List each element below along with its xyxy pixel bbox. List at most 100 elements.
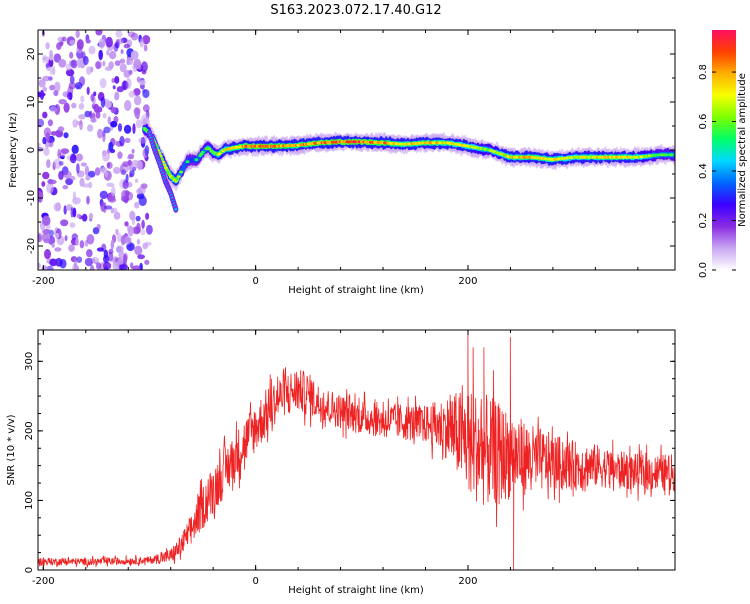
- noise-cell: [38, 234, 42, 243]
- noise-cell: [96, 262, 102, 270]
- x-tick-label: -200: [32, 276, 55, 287]
- noise-cell: [69, 75, 75, 84]
- noise-cell: [88, 212, 94, 220]
- noise-cell: [65, 68, 75, 77]
- noise-cell: [64, 235, 68, 242]
- noise-cell: [110, 207, 115, 214]
- noise-cell: [112, 85, 116, 90]
- noise-cell: [96, 247, 104, 252]
- snr-panel: -200 0 200 0 100 200 300 Height of straight li…: [6, 329, 676, 596]
- noise-cell: [71, 144, 79, 154]
- noise-cell: [115, 228, 119, 235]
- noise-cell: [94, 167, 101, 176]
- noise-cell: [42, 136, 47, 145]
- noise-cell: [127, 153, 135, 160]
- ridge-core-cell: [175, 177, 180, 181]
- noise-cell: [95, 111, 101, 119]
- noise-cell: [42, 56, 51, 61]
- noise-cell: [96, 223, 101, 230]
- spectrogram-ticks: -200 0 200 -20 -10 0 10 20: [26, 29, 675, 287]
- spectrogram-xlabel: Height of straight line (km): [288, 285, 424, 296]
- noise-cell: [102, 151, 110, 162]
- noise-cell: [54, 257, 63, 267]
- x-tick-label: -200: [32, 576, 55, 587]
- y-tick-label: 200: [24, 421, 35, 440]
- noise-cell: [75, 153, 84, 162]
- noise-cell: [53, 53, 62, 63]
- figure-title: S163.2023.072.17.40.G12: [270, 3, 441, 18]
- noise-cell: [70, 207, 74, 218]
- noise-cell: [46, 182, 54, 194]
- y-tick-label: 0: [26, 147, 37, 153]
- noise-cell: [79, 177, 85, 187]
- noise-cell: [56, 42, 62, 50]
- noise-cell: [88, 170, 96, 178]
- snr-ticks: -200 0 200 0 100 200 300: [24, 330, 675, 587]
- ridge-core-cell: [207, 147, 212, 151]
- x-tick-label: 200: [458, 276, 477, 287]
- noise-cell: [85, 66, 92, 75]
- noise-cell: [98, 49, 103, 61]
- noise-cell: [48, 179, 57, 185]
- noise-cell: [132, 123, 136, 135]
- noise-cell: [105, 36, 113, 48]
- noise-cell: [76, 163, 80, 174]
- noise-cell: [119, 263, 128, 270]
- noise-cell: [107, 116, 112, 125]
- noise-cell: [108, 61, 114, 69]
- ridge-core-cell: [185, 160, 190, 164]
- noise-cell: [141, 219, 145, 229]
- noise-cell: [44, 249, 51, 260]
- noise-cell: [103, 255, 110, 264]
- y-tick-label: 300: [24, 352, 35, 371]
- noise-cell: [121, 189, 130, 200]
- noise-cell: [127, 57, 134, 65]
- snr-series-line: [38, 330, 675, 570]
- y-tick-label: 10: [26, 96, 37, 109]
- noise-cell: [145, 212, 150, 220]
- noise-cell: [136, 222, 141, 234]
- noise-cell: [110, 239, 115, 250]
- colorbar-tick-label: 0.0: [698, 262, 709, 278]
- noise-cell: [53, 90, 59, 97]
- noise-cell: [60, 219, 69, 227]
- colorbar-tick-label: 0.4: [698, 163, 709, 179]
- noise-cell: [58, 59, 67, 68]
- noise-cell: [88, 45, 96, 55]
- noise-cell: [113, 211, 121, 220]
- noise-cell: [61, 36, 67, 42]
- noise-cell: [62, 185, 69, 190]
- noise-cell: [45, 265, 54, 270]
- noise-cell: [85, 39, 91, 44]
- noise-cell: [84, 257, 93, 267]
- noise-cell: [142, 35, 151, 45]
- noise-cell: [98, 38, 106, 49]
- noise-cell: [45, 132, 50, 142]
- noise-cell: [119, 63, 127, 73]
- noise-cell: [41, 181, 46, 187]
- noise-cell: [142, 89, 150, 99]
- noise-cell: [106, 161, 113, 169]
- noise-cell: [60, 148, 70, 155]
- ridge-core-cell: [165, 168, 170, 172]
- noise-cell: [89, 264, 95, 270]
- noise-cell: [123, 43, 131, 49]
- noise-cell: [81, 213, 88, 222]
- noise-cell: [75, 30, 80, 38]
- noise-cell: [97, 106, 103, 113]
- noise-cell: [123, 254, 127, 266]
- y-tick-label: -10: [26, 190, 37, 206]
- noise-cell: [108, 251, 114, 262]
- noise-cell: [122, 180, 129, 190]
- noise-cell: [99, 190, 108, 200]
- noise-cell: [144, 145, 150, 156]
- noise-cell: [80, 162, 87, 167]
- y-tick-label: 20: [26, 48, 37, 61]
- colorbar-ticks: 0.0 0.2 0.4 0.6 0.8: [698, 64, 736, 278]
- noise-cell: [50, 131, 58, 136]
- noise-cell: [86, 86, 90, 95]
- ridge-core-cell: [167, 173, 172, 176]
- noise-cell: [58, 161, 64, 166]
